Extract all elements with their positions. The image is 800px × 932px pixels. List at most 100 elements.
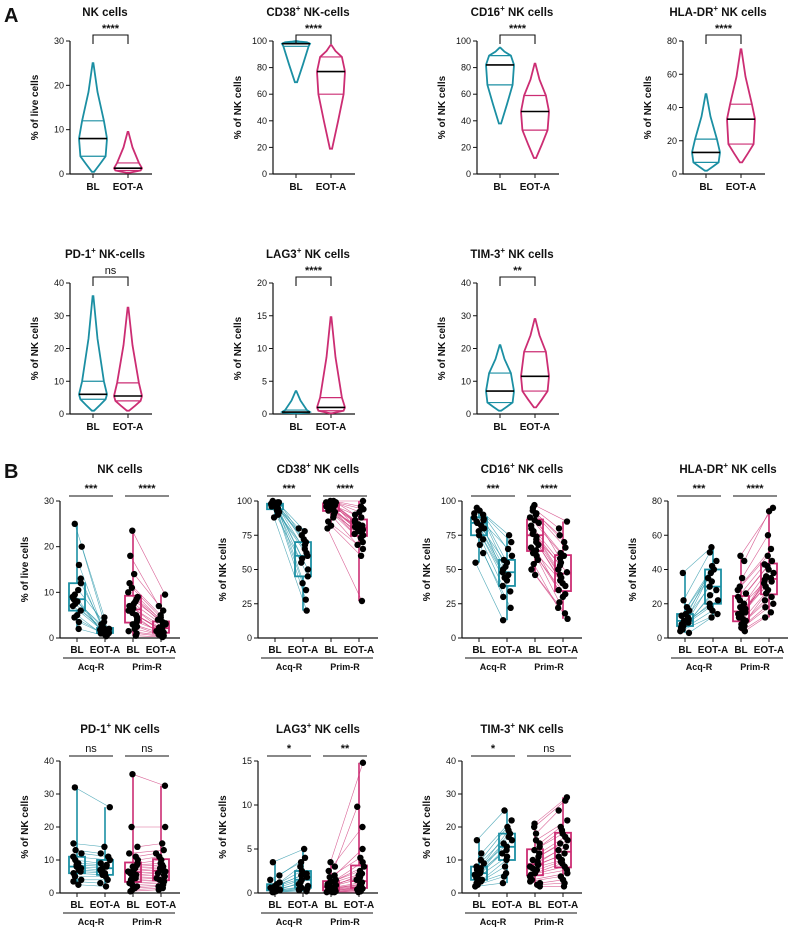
x-category-label: EOT-A [520, 182, 551, 193]
chart-title-main: CD38 [266, 7, 296, 19]
data-point-bl [325, 507, 332, 514]
violin-eot-a [520, 318, 550, 409]
x-category-label: BL [268, 645, 281, 656]
data-point-eot-a [499, 569, 506, 576]
data-point-bl [680, 597, 687, 604]
y-tick-label: 60 [652, 530, 662, 540]
data-point-eot-a [501, 863, 509, 870]
significance-label: **** [746, 483, 764, 495]
y-tick-label: 40 [54, 278, 64, 288]
violin-eot-a [112, 131, 144, 174]
data-point-bl [125, 589, 132, 596]
data-point-eot-a [562, 797, 569, 804]
chart-title-superscript: + [510, 461, 515, 470]
chart-title-suffix: NK cells [311, 464, 360, 476]
data-point-eot-a [767, 545, 775, 553]
chart-title: HLA-DR+ NK cells [669, 4, 766, 19]
data-point-eot-a [708, 614, 715, 621]
data-point-bl [472, 883, 479, 890]
x-category-label: EOT-A [316, 422, 347, 433]
chart-title-superscript: + [500, 4, 505, 13]
chart-title: CD38+ NK-cells [266, 4, 349, 19]
chart-title-main: HLA-DR [679, 464, 724, 476]
group-label: Acq-R [480, 917, 507, 927]
data-point-eot-a [161, 823, 169, 831]
y-axis-label: % of NK cells [643, 75, 654, 139]
significance-label: ns [543, 743, 555, 755]
paired-line [132, 773, 166, 787]
data-point-eot-a [555, 525, 563, 532]
chart-title-superscript: + [307, 721, 312, 730]
paired-line [330, 762, 364, 863]
data-point-eot-a [358, 597, 366, 605]
y-axis-label: % of NK cells [233, 75, 244, 139]
data-point-bl [70, 840, 77, 847]
violin-chart-hla-dr: 0 20 40 60 80 % of NK cells BL EOT-A HLA-DR+ NK … [643, 4, 767, 193]
y-tick-label: 0 [59, 169, 64, 179]
data-point-eot-a [351, 530, 358, 538]
significance-label: **** [509, 23, 527, 35]
chart-title: NK cells [82, 7, 127, 19]
chart-title-suffix: NK cells [311, 724, 360, 736]
y-tick-label: 100 [252, 36, 267, 46]
paired-line [327, 528, 363, 602]
data-point-bl [677, 627, 684, 635]
y-tick-label: 80 [667, 36, 677, 46]
significance-label: *** [85, 483, 99, 495]
significance-bracket [92, 34, 129, 44]
data-point-eot-a [561, 610, 569, 617]
data-point-eot-a [762, 603, 769, 611]
x-category-label: BL [528, 645, 541, 656]
paired-line [529, 517, 561, 554]
data-point-bl [77, 580, 85, 587]
group-label: Prim-R [534, 917, 564, 927]
y-tick-label: 40 [446, 756, 456, 766]
data-point-eot-a [295, 525, 302, 532]
paired-line [743, 511, 770, 562]
data-point-bl [535, 541, 542, 549]
data-point-bl [528, 566, 535, 573]
data-point-bl [330, 514, 337, 521]
data-point-eot-a [304, 573, 312, 580]
data-point-eot-a [499, 582, 506, 590]
data-point-bl [323, 888, 330, 896]
x-category-label: BL [324, 900, 337, 911]
chart-title-superscript: + [297, 246, 302, 255]
paired-line [81, 546, 105, 623]
data-point-bl [126, 850, 133, 857]
data-point-eot-a [508, 552, 516, 559]
data-point-eot-a [295, 887, 303, 894]
x-category-label: BL [268, 900, 281, 911]
data-point-eot-a [357, 552, 365, 559]
data-point-eot-a [561, 538, 568, 546]
data-point-eot-a [101, 843, 108, 850]
paired-chart-lag3: 0 5 10 15 % of NK cells BL EOT-A BL EOT-A Acq-R Pr… [218, 721, 378, 927]
data-point-eot-a [508, 817, 515, 824]
x-category-label: BL [493, 182, 506, 193]
y-tick-label: 30 [446, 789, 456, 799]
data-point-eot-a [97, 879, 104, 887]
y-tick-label: 10 [242, 800, 252, 810]
x-category-label: BL [126, 900, 139, 911]
data-point-eot-a [555, 846, 562, 854]
data-point-bl [77, 607, 84, 614]
chart-title-main: NK cells [82, 7, 127, 19]
chart-title: CD38+ NK cells [277, 461, 360, 476]
data-point-eot-a [507, 604, 514, 612]
x-category-label: BL [86, 422, 99, 433]
x-category-label: EOT-A [548, 900, 579, 911]
data-point-bl [78, 543, 85, 550]
data-point-bl [75, 618, 83, 626]
paired-line [688, 617, 712, 634]
data-point-eot-a [562, 582, 569, 590]
data-point-bl [69, 602, 77, 610]
y-axis-label: % of NK cells [233, 316, 244, 380]
data-point-bl [532, 830, 540, 837]
y-tick-label: 20 [257, 278, 267, 288]
data-point-eot-a [706, 591, 714, 599]
y-axis-label: % of NK cells [437, 316, 448, 380]
paired-line [129, 849, 164, 854]
chart-title-main: CD16 [471, 7, 500, 19]
data-point-eot-a [300, 845, 308, 853]
violin-eot-a [316, 44, 346, 150]
